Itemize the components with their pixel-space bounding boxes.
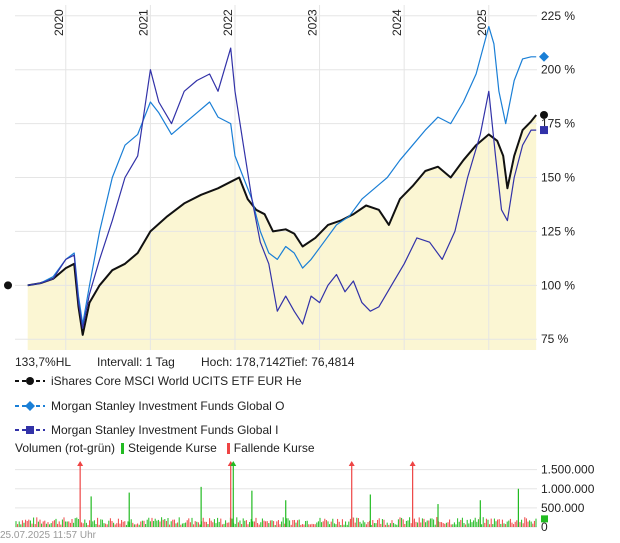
legend-label: Morgan Stanley Investment Funds Global I: [51, 423, 279, 437]
volume-plot-area: 1.500.000 1.000.000 500.000 0: [15, 461, 595, 534]
volume-end-marker: [541, 515, 548, 523]
info-high: Hoch: 178,7142: [201, 355, 286, 369]
y-tick-label: 150 %: [541, 171, 575, 185]
x-tick-label: 2021: [136, 9, 150, 36]
x-tick-label: 2022: [221, 9, 235, 36]
overflow-arrow-icon: [348, 461, 355, 466]
diamond-marker-icon: [15, 401, 45, 411]
series-line-1: [27, 26, 537, 325]
x-tick-label: 2023: [306, 9, 320, 36]
circle-marker-icon: [15, 377, 45, 385]
start-marker: [4, 281, 12, 290]
overflow-arrow-icon: [409, 461, 416, 466]
volume-tick-label: 500.000: [541, 501, 585, 515]
legend-item-ishares[interactable]: iShares Core MSCI World UCITS ETF EUR He: [15, 373, 302, 389]
overflow-arrow-icon: [77, 461, 84, 466]
down-swatch-icon: [226, 442, 230, 454]
end-marker-diamond: [539, 51, 549, 62]
timestamp: 25.07.2025 11:57 Uhr: [0, 530, 97, 541]
y-tick-label: 100 %: [541, 278, 575, 292]
area-fill: [27, 115, 537, 350]
end-marker-square: [540, 126, 548, 135]
volume-legend-down: Fallende Kurse: [233, 441, 315, 455]
series-line-2: [27, 47, 537, 329]
volume-legend-title: Volumen (rot-grün): [15, 441, 116, 455]
volume-legend: Volumen (rot-grün) Steigende Kurse Falle…: [15, 441, 315, 455]
y-tick-label: 75 %: [541, 332, 569, 346]
info-interval: Intervall: 1 Tag: [97, 355, 175, 369]
up-swatch-icon: [121, 442, 125, 454]
square-marker-icon: [15, 426, 45, 434]
overflow-arrow-icon: [230, 461, 237, 466]
volume-legend-up: Steigende Kurse: [128, 441, 217, 455]
y-tick-label: 200 %: [541, 63, 575, 77]
y-tick-label: 225 %: [541, 9, 575, 23]
volume-tick-label: 1.000.000: [541, 482, 595, 496]
legend-label: iShares Core MSCI World UCITS ETF EUR He: [51, 374, 302, 388]
volume-tick-label: 1.500.000: [541, 463, 595, 477]
y-tick-label: 175 %: [541, 117, 575, 131]
end-marker-circle: [540, 110, 548, 119]
info-low: Tief: 76,4814: [285, 355, 355, 369]
y-tick-label: 125 %: [541, 224, 575, 238]
legend-item-ms-global-o[interactable]: Morgan Stanley Investment Funds Global O: [15, 398, 284, 414]
x-tick-label: 2025: [475, 9, 489, 36]
x-tick-label: 2024: [390, 9, 404, 36]
legend-label: Morgan Stanley Investment Funds Global O: [51, 399, 285, 413]
main-plot-area: 225 % 200 % 175 % 150 % 125 % 100 % 75 % 2020 20…: [4, 5, 575, 350]
x-tick-label: 2020: [52, 9, 66, 36]
legend-item-ms-global-i[interactable]: Morgan Stanley Investment Funds Global I: [15, 422, 278, 438]
volume-tick-label: 0: [541, 520, 548, 534]
info-percent: 133,7%HL: [15, 355, 72, 369]
